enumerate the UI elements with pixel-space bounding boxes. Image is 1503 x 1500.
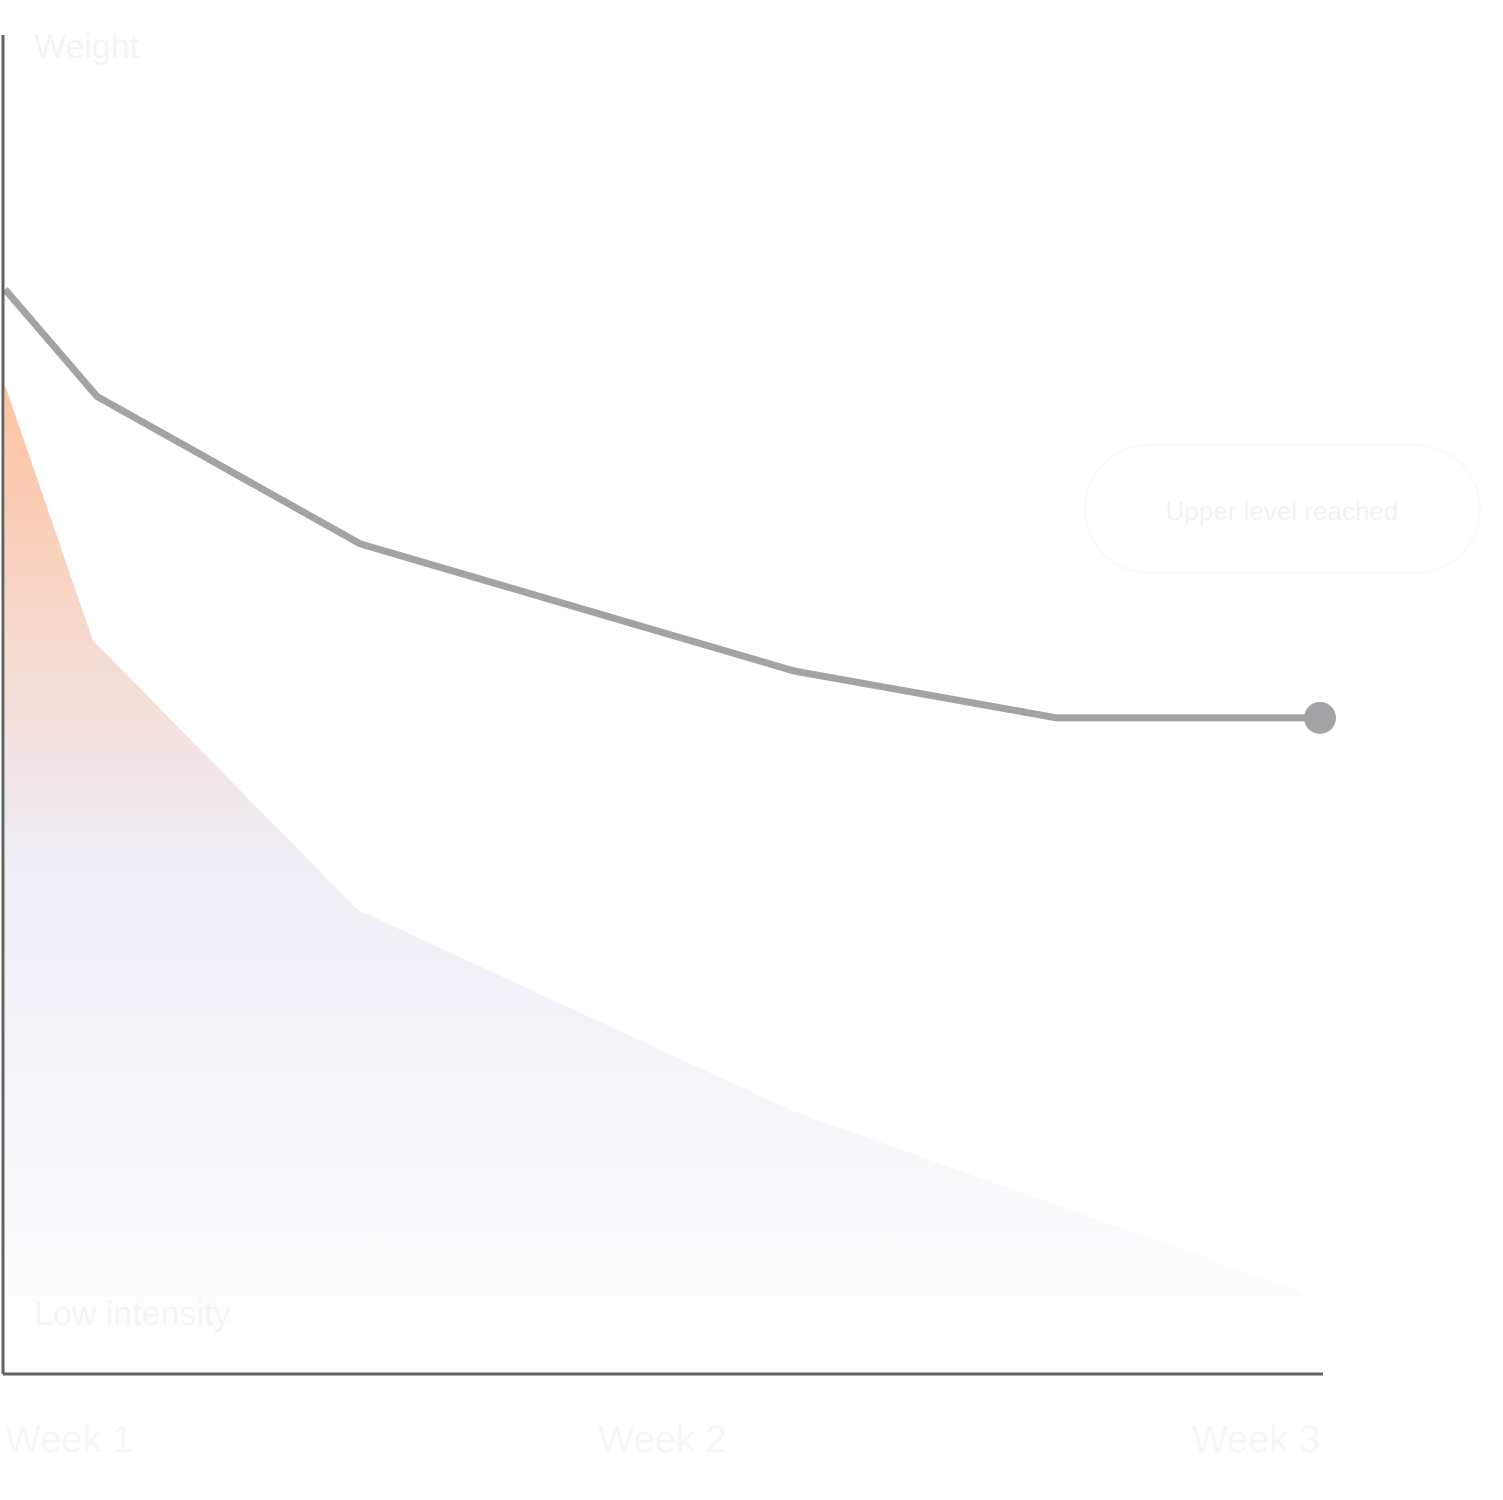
upper-series-line [2, 287, 1320, 722]
upper-series-end-marker [1304, 701, 1336, 734]
big-annotation-text: vgy [1170, 749, 1428, 917]
y-axis-bottom-label: Low intensity [34, 1295, 231, 1333]
pill-annotation-bubble [1084, 444, 1481, 574]
area-series-end-marker [1302, 1275, 1338, 1312]
area-series-fill [5, 369, 1320, 1374]
x-tick-label: Week 2 [598, 1419, 726, 1461]
pill-annotation: Upper level reached [1084, 444, 1481, 574]
x-tick-label: Week 1 [5, 1419, 133, 1461]
series-end-markers [1302, 701, 1338, 1312]
area-series-edge [0, 368, 1322, 1299]
x-tick-label: Week 3 [1192, 1419, 1320, 1461]
pill-annotation-text: Upper level reached [1166, 496, 1399, 526]
y-axis-top-label: Weight [34, 28, 140, 66]
x-tick-labels: Week 1 Week 2 Week 3 [5, 1419, 1320, 1461]
